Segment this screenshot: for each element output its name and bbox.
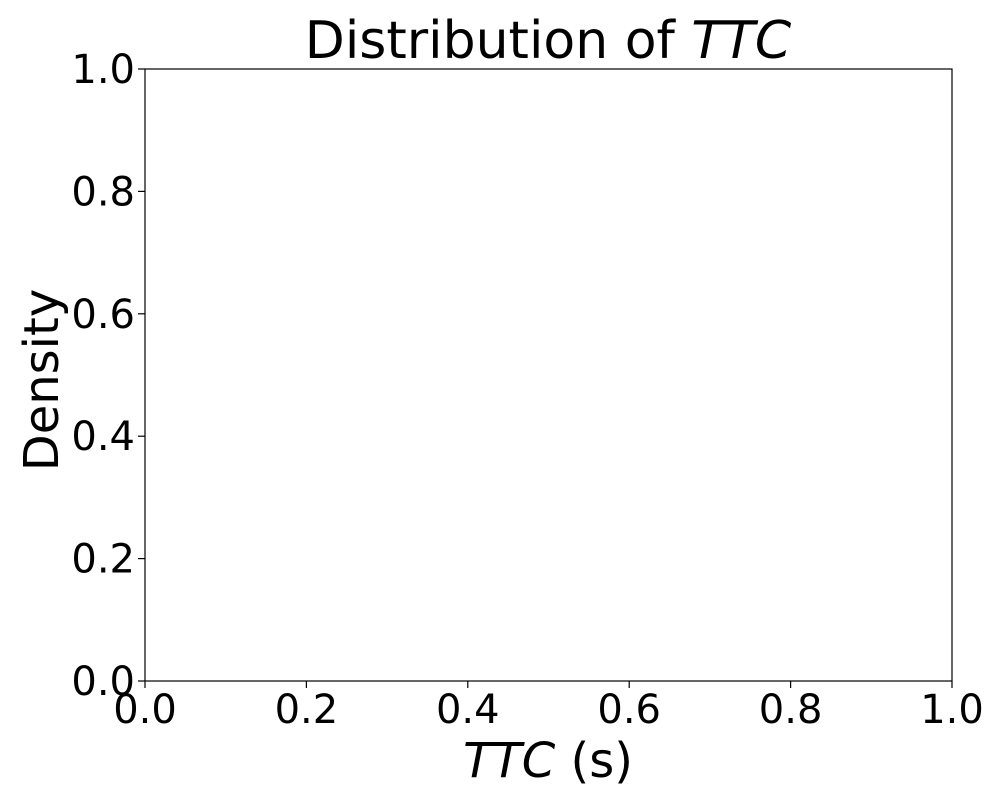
y-tick-label: 0.2: [71, 537, 135, 583]
chart-title: Distribution of TTC: [305, 11, 792, 71]
y-tick-label: 1.0: [71, 47, 135, 93]
y-axis-ticks: 0.0 0.2 0.4 0.6 0.8 1.0: [71, 47, 145, 705]
x-tick-label: 0.8: [759, 687, 823, 733]
plot-area: [144, 68, 953, 682]
chart-title-prefix: Distribution of: [305, 11, 692, 71]
y-tick-label: 0.0: [71, 659, 135, 705]
y-tick-label: 0.6: [71, 292, 135, 338]
chart-title-variable: TTC: [691, 11, 792, 71]
x-axis-label-variable: TTC: [463, 733, 556, 789]
x-axis-ticks: 0.0 0.2 0.4 0.6 0.8 1.0: [113, 681, 984, 733]
x-tick-label: 0.2: [275, 687, 339, 733]
x-tick-label: 0.6: [597, 687, 661, 733]
x-axis-label: TTC (s): [463, 733, 633, 789]
x-axis-label-unit: (s): [555, 733, 633, 789]
x-tick-label: 1.0: [920, 687, 984, 733]
y-tick-label: 0.4: [71, 414, 135, 460]
x-tick-label: 0.0: [113, 687, 177, 733]
x-tick-label: 0.4: [436, 687, 500, 733]
y-axis-label: Density: [14, 289, 70, 471]
y-tick-label: 0.8: [71, 169, 135, 215]
